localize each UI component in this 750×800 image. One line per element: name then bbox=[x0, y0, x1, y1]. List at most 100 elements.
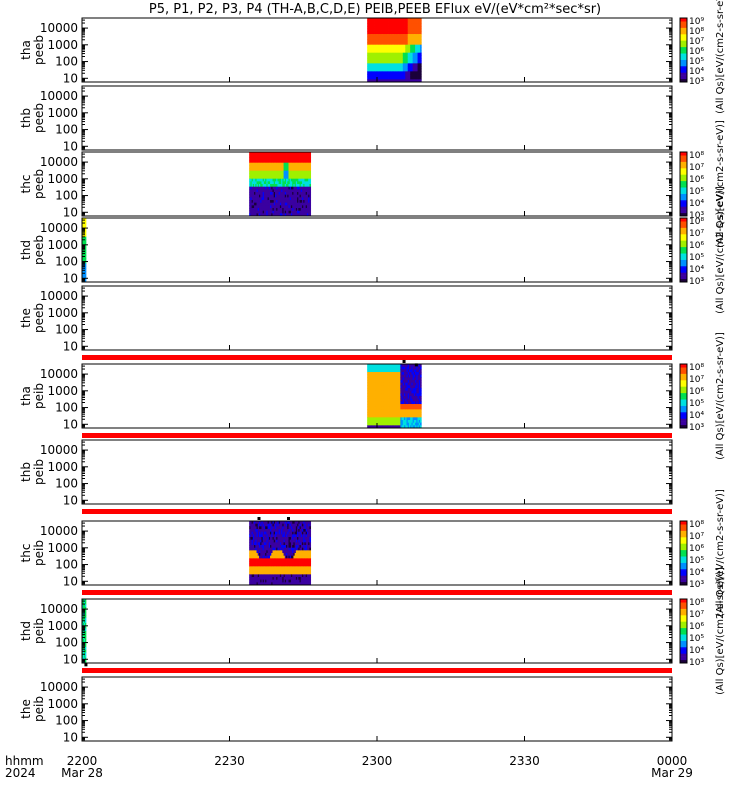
spectrogram-cell bbox=[266, 566, 269, 570]
spectrogram-cell bbox=[305, 160, 308, 164]
spectrogram-cell bbox=[255, 194, 257, 198]
spectrogram-cell bbox=[368, 401, 371, 405]
spectrogram-cell bbox=[297, 202, 299, 206]
spectrogram-cell bbox=[254, 176, 256, 180]
spectrogram-cell bbox=[411, 18, 414, 22]
spectrogram-cell bbox=[276, 154, 278, 158]
spectrogram-cell bbox=[368, 68, 371, 72]
spectrogram-cell bbox=[415, 404, 417, 408]
spectrogram-cell bbox=[383, 79, 385, 83]
spectrogram-cell bbox=[309, 154, 312, 158]
spectrogram-cell bbox=[388, 406, 390, 410]
spectrogram-cell bbox=[412, 396, 415, 400]
spectrogram-cell bbox=[367, 20, 369, 24]
spectrogram-cell bbox=[270, 173, 272, 177]
spectrogram-cell bbox=[256, 165, 259, 169]
spectrogram-cell bbox=[276, 152, 278, 156]
spectrogram-cell bbox=[385, 47, 388, 51]
colorbar-cell bbox=[680, 375, 687, 378]
spectrogram-cell bbox=[268, 553, 271, 557]
spectrogram-cell bbox=[283, 210, 286, 214]
spectrogram-cell bbox=[272, 152, 275, 156]
spectrogram-cell bbox=[413, 63, 416, 67]
spectrogram-cell bbox=[400, 52, 402, 56]
spectrogram-cell bbox=[297, 192, 299, 196]
spectrogram-cell bbox=[250, 205, 253, 209]
spectrogram-cell bbox=[391, 393, 394, 397]
spectrogram-cell bbox=[369, 60, 372, 64]
spectrogram-cell bbox=[408, 68, 411, 72]
spectrogram-cell bbox=[420, 55, 422, 59]
spectrogram-cell bbox=[257, 168, 260, 172]
spectrogram-cell bbox=[302, 176, 304, 180]
spectrogram-cell bbox=[380, 39, 383, 43]
spectrogram-cell bbox=[367, 422, 369, 426]
spectrogram-cell bbox=[397, 74, 400, 78]
spectrogram-cell bbox=[374, 420, 377, 424]
spectrogram-cell bbox=[381, 47, 384, 51]
spectrogram-cell bbox=[276, 563, 278, 567]
spectrogram-cell bbox=[260, 186, 262, 190]
spectrogram-cell bbox=[392, 52, 395, 56]
spectrogram-cell bbox=[284, 178, 287, 182]
spectrogram-cell bbox=[300, 170, 303, 174]
spectrogram-cell bbox=[257, 184, 260, 188]
spectrogram-cell bbox=[282, 577, 284, 581]
spectrogram-cell bbox=[249, 197, 251, 201]
spectrogram-cell bbox=[277, 526, 280, 530]
spectrogram-cell bbox=[384, 31, 387, 35]
spectrogram-cell bbox=[390, 417, 393, 421]
spectrogram-cell bbox=[367, 44, 369, 48]
spectrogram-cell bbox=[267, 160, 270, 164]
colorbar-cell bbox=[680, 227, 687, 230]
spectrogram-cell bbox=[261, 579, 264, 583]
spectrogram-cell bbox=[370, 50, 373, 54]
spectrogram-cell bbox=[256, 558, 259, 562]
colorbar-tick-label: 10⁵ bbox=[689, 399, 704, 409]
spectrogram-cell bbox=[392, 36, 395, 40]
spectrogram-cell bbox=[386, 377, 389, 381]
spectrogram-cell bbox=[252, 569, 255, 573]
spectrogram-cell bbox=[304, 170, 307, 174]
spectrogram-cell bbox=[293, 213, 296, 217]
spectrogram-cell bbox=[300, 189, 303, 193]
spectrogram-cell bbox=[282, 165, 284, 169]
spectrogram-cell bbox=[395, 42, 398, 46]
spectrogram-cell bbox=[404, 42, 406, 46]
spectrogram-cell bbox=[410, 420, 412, 424]
spectrogram-cell bbox=[279, 563, 282, 567]
spectrogram-cell bbox=[251, 561, 254, 565]
spectrogram-cell bbox=[287, 521, 289, 525]
spectrogram-cell bbox=[402, 377, 405, 381]
spectrogram-cell bbox=[259, 579, 261, 583]
spectrogram-cell bbox=[378, 71, 380, 75]
spectrogram-cell bbox=[287, 571, 289, 575]
spectrogram-cell bbox=[252, 178, 255, 182]
spectrogram-cell bbox=[271, 531, 273, 535]
spectrogram-cell bbox=[397, 409, 400, 413]
spectrogram-cell bbox=[257, 529, 260, 533]
spectrogram-cell bbox=[390, 74, 393, 78]
spectrogram-cell bbox=[410, 26, 412, 30]
spectrogram-cell bbox=[416, 52, 418, 56]
spectrogram-cell bbox=[374, 382, 377, 386]
spectrogram-cell bbox=[411, 28, 414, 32]
spectrogram-cell bbox=[406, 50, 409, 54]
spectrogram-cell bbox=[274, 577, 277, 581]
spectrogram-cell bbox=[412, 71, 415, 75]
spectrogram-cell bbox=[292, 168, 294, 172]
spectrogram-cell bbox=[378, 417, 380, 421]
spectrogram-cell bbox=[390, 401, 393, 405]
spectrogram-cell bbox=[386, 55, 389, 59]
spectrogram-cell bbox=[402, 380, 405, 384]
spectrogram-cell bbox=[293, 173, 296, 177]
spectrogram-cell bbox=[394, 417, 396, 421]
spectrogram-cell bbox=[369, 58, 372, 62]
spectrogram-cell bbox=[415, 425, 417, 429]
spectrogram-cell bbox=[260, 200, 262, 204]
spectrogram-cell bbox=[413, 66, 416, 70]
spectrogram-cell bbox=[377, 366, 379, 370]
spectrogram-cell bbox=[410, 23, 412, 27]
colorbar-cell bbox=[680, 24, 687, 27]
spectrogram-cell bbox=[405, 409, 407, 413]
